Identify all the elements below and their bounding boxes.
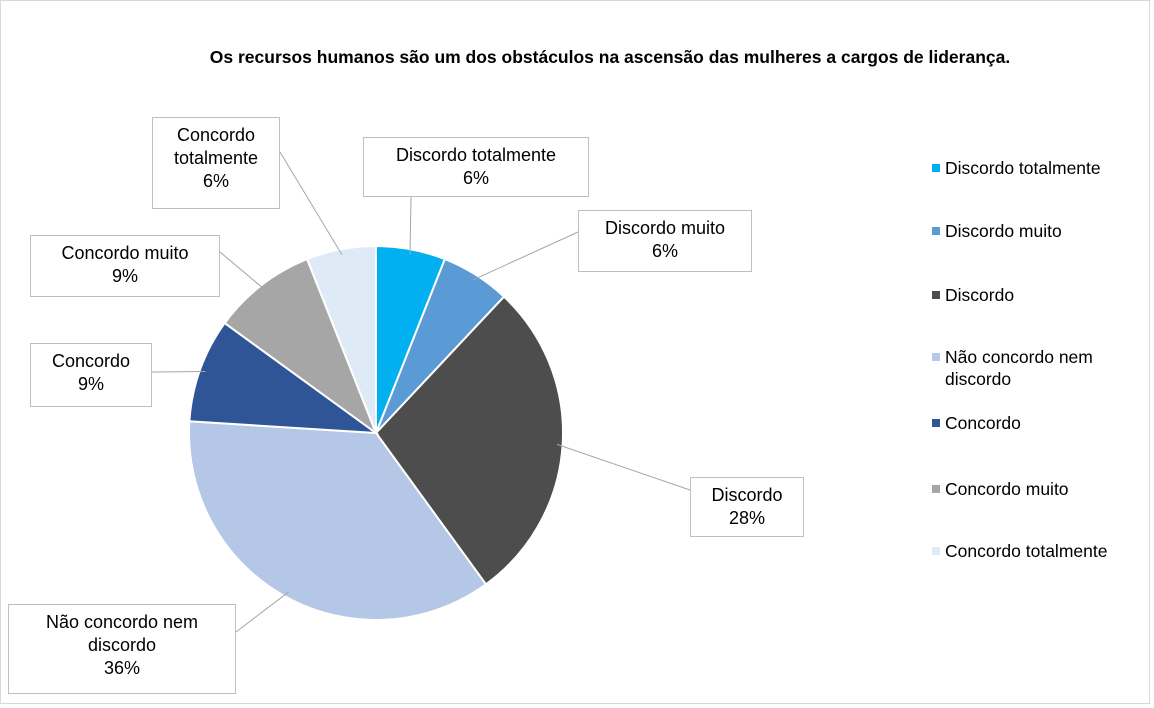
data-label-category: Concordo muito bbox=[61, 243, 189, 263]
legend-label: Concordo bbox=[945, 413, 1021, 433]
data-label-value: 9% bbox=[111, 266, 138, 286]
data-label: Concordo totalmente 6% bbox=[152, 117, 280, 209]
data-label-category: Discordo muito bbox=[604, 218, 726, 238]
legend-swatch bbox=[932, 547, 940, 555]
data-label-category: Concordo bbox=[51, 351, 131, 371]
chart-title: Os recursos humanos são um dos obstáculo… bbox=[209, 47, 1011, 67]
pie-slice bbox=[305, 244, 377, 434]
legend-item: Discordo muito bbox=[932, 220, 1115, 242]
data-label-category: Não concordo nem discordo bbox=[45, 612, 199, 655]
leader-line bbox=[409, 196, 412, 255]
data-label-value: 6% bbox=[651, 241, 678, 261]
legend-swatch bbox=[932, 227, 940, 235]
data-label-value: 9% bbox=[77, 374, 104, 394]
legend-label: Concordo muito bbox=[945, 479, 1069, 499]
data-label: Não concordo nem discordo 36% bbox=[8, 604, 236, 694]
data-label: Discordo 28% bbox=[690, 477, 804, 537]
legend-swatch bbox=[932, 353, 940, 361]
leader-line bbox=[235, 591, 289, 633]
legend-item: Concordo totalmente bbox=[932, 540, 1115, 562]
legend-item: Concordo bbox=[932, 412, 1115, 434]
data-label-value: 28% bbox=[728, 508, 766, 528]
data-label-category: Discordo totalmente bbox=[395, 145, 557, 165]
leader-line bbox=[556, 443, 691, 491]
data-label: Concordo muito 9% bbox=[30, 235, 220, 297]
data-label-value: 36% bbox=[103, 658, 141, 678]
legend-label: Discordo bbox=[945, 285, 1015, 305]
data-label-category: Concordo totalmente bbox=[173, 125, 259, 168]
data-label-value: 6% bbox=[462, 168, 489, 188]
pie-slice bbox=[188, 420, 488, 621]
legend-item: Não concordo nem discordo bbox=[932, 346, 1115, 390]
leader-line bbox=[472, 231, 579, 281]
leader-line bbox=[219, 251, 266, 291]
legend-swatch bbox=[932, 291, 940, 299]
legend-label: Concordo totalmente bbox=[945, 541, 1108, 561]
data-label: Concordo 9% bbox=[30, 343, 152, 407]
legend-label: Discordo totalmente bbox=[945, 158, 1101, 178]
pie-slice bbox=[188, 321, 380, 435]
data-label: Discordo muito 6% bbox=[578, 210, 752, 272]
legend-item: Discordo totalmente bbox=[932, 157, 1115, 179]
data-label: Discordo totalmente 6% bbox=[363, 137, 589, 197]
data-label-value: 6% bbox=[202, 171, 229, 191]
legend-swatch bbox=[932, 419, 940, 427]
legend-swatch bbox=[932, 164, 940, 172]
pie-slice bbox=[223, 257, 379, 436]
data-label-category: Discordo bbox=[711, 485, 783, 505]
legend-label: Não concordo nem discordo bbox=[945, 347, 1093, 389]
legend-label: Discordo muito bbox=[945, 221, 1062, 241]
legend-swatch bbox=[932, 485, 940, 493]
legend-item: Discordo bbox=[932, 284, 1115, 306]
legend-item: Concordo muito bbox=[932, 478, 1115, 500]
pie-slice bbox=[374, 295, 564, 586]
leader-line bbox=[279, 151, 343, 256]
